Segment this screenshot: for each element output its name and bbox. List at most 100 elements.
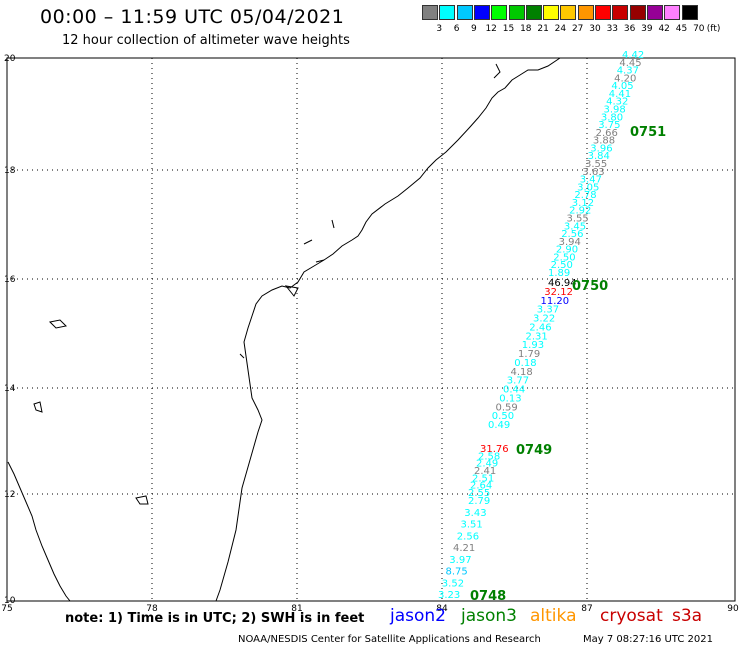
swh-value-label: 3.84 [588, 151, 610, 162]
map-grid [7, 58, 735, 601]
color-scale-swatch [560, 5, 577, 20]
swh-value-label: 3.47 [580, 175, 602, 186]
color-scale-label: 6 [453, 24, 460, 34]
swh-value-label: 3.94 [559, 237, 581, 248]
map-subtitle: 12 hour collection of altimeter wave hei… [62, 33, 350, 48]
legend-jason2: jason2 [390, 606, 446, 626]
swh-value-label: 4.20 [614, 73, 636, 84]
color-scale-label: 15 [502, 24, 515, 34]
swh-value-label: 32.12 [544, 287, 573, 298]
swh-value-label: 46.94 [548, 278, 577, 289]
swh-value-label: 3.51 [461, 520, 483, 531]
color-scale-label: 39 [641, 24, 653, 34]
swh-value-label: 4.45 [619, 58, 641, 69]
swh-value-label: 3.45 [564, 221, 586, 232]
swh-value-label: 3.43 [464, 508, 486, 519]
color-scale-label: 45 [675, 24, 688, 34]
swh-value-label: 3.05 [577, 182, 599, 193]
swh-value-label: 0.13 [499, 393, 521, 404]
swh-value-label: 2.31 [526, 331, 548, 342]
color-scale-swatch [491, 5, 508, 20]
color-scale-swatch [664, 5, 681, 20]
swh-value-label: 0.18 [514, 358, 536, 369]
swh-value-label: 0.50 [492, 411, 514, 422]
generated-timestamp: May 7 08:27:16 UTC 2021 [583, 634, 713, 645]
color-scale-label: 30 [589, 24, 601, 34]
color-scale-swatch [629, 5, 646, 20]
color-scale-swatch [612, 5, 629, 20]
lat-tick-label: 20 [4, 54, 16, 64]
color-scale-swatch [422, 5, 438, 20]
coastline-west [7, 461, 71, 602]
swh-value-label: 2.41 [474, 466, 496, 477]
color-scale-swatch [543, 5, 560, 20]
swh-value-label: 0.59 [496, 402, 518, 413]
islands [33, 63, 501, 505]
color-scale-label: 24 [554, 24, 567, 34]
swh-value-label: 2.92 [569, 206, 591, 217]
legend-altika: altika [530, 606, 577, 626]
swh-value-label: 3.23 [438, 590, 460, 601]
swh-value-label: 3.63 [582, 167, 604, 178]
color-scale-label: 12 [485, 24, 497, 34]
swh-value-label: 3.88 [593, 136, 615, 147]
lon-tick-label: 75 [1, 604, 12, 614]
swh-value-label: 1.93 [522, 340, 544, 351]
swh-value-label: 3.52 [442, 578, 464, 589]
color-scale-label: 42 [658, 24, 670, 34]
color-scale-label: 33 [606, 24, 619, 34]
swh-value-label: 3.37 [537, 305, 559, 316]
legend-jason3: jason3 [461, 606, 517, 626]
swh-value-label: 3.77 [507, 376, 529, 387]
legend-s3a: s3a [672, 606, 703, 626]
lat-tick-labels: 20 18 16 14 12 10 [4, 54, 16, 606]
track-time-label: 0750 [572, 279, 608, 294]
lat-tick-label: 10 [4, 596, 16, 606]
color-scale-swatch [577, 5, 594, 20]
swh-value-label: 0.44 [503, 385, 525, 396]
swh-value-label: 4.05 [611, 81, 633, 92]
lat-tick-label: 18 [4, 166, 16, 176]
swh-value-label: 4.21 [453, 543, 475, 554]
swh-value-label: 3.97 [449, 555, 471, 566]
lat-tick-label: 16 [4, 275, 16, 285]
color-scale-swatch [456, 5, 473, 20]
swh-value-label: 2.90 [556, 245, 578, 256]
color-scale-swatch [681, 5, 698, 20]
swh-value-label: 1.79 [518, 349, 540, 360]
color-scale-swatch [525, 5, 542, 20]
swh-value-label: 3.96 [590, 143, 612, 154]
swh-value-label: 2.78 [574, 190, 596, 201]
swh-value-label: 2.50 [553, 252, 575, 263]
swh-value-label: 3.80 [601, 112, 623, 123]
color-scale-label: 3 [436, 24, 443, 34]
track-time-label: 0751 [630, 125, 666, 140]
lat-tick-label: 12 [4, 490, 15, 500]
swh-value-label: 2.55 [468, 488, 490, 499]
swh-value-label: 11.20 [541, 296, 570, 307]
map-title: 00:00 – 11:59 UTC 05/04/2021 [40, 6, 345, 28]
swh-value-label: 2.79 [468, 496, 490, 507]
swh-value-label: 2.66 [596, 128, 618, 139]
lon-tick-labels: 75 78 81 84 87 90 [1, 604, 739, 614]
color-scale-label: 70 [693, 24, 705, 34]
swh-value-label: 2.64 [470, 481, 492, 492]
color-scale-swatch [439, 5, 456, 20]
swh-value-label: 2.49 [476, 459, 498, 470]
color-scale-label: 18 [520, 24, 532, 34]
lon-tick-label: 87 [581, 604, 592, 614]
swh-value-label: 31.76 [480, 444, 509, 455]
swh-value-label: 2.56 [457, 531, 479, 542]
coastline [215, 57, 561, 602]
lon-tick-label: 78 [146, 604, 158, 614]
legend-cryosat: cryosat [600, 606, 663, 626]
swh-value-label: 3.98 [604, 105, 626, 116]
swh-value-label: 1.89 [548, 268, 570, 279]
swh-value-label: 8.75 [446, 567, 468, 578]
swh-value-label: 0.49 [488, 420, 510, 431]
altimeter-tracks: 4.424.454.374.204.054.414.323.983.803.75… [438, 50, 666, 604]
swh-value-label: 4.37 [617, 66, 639, 77]
swh-value-label: 2.56 [561, 229, 583, 240]
track-time-label: 0749 [516, 443, 552, 458]
